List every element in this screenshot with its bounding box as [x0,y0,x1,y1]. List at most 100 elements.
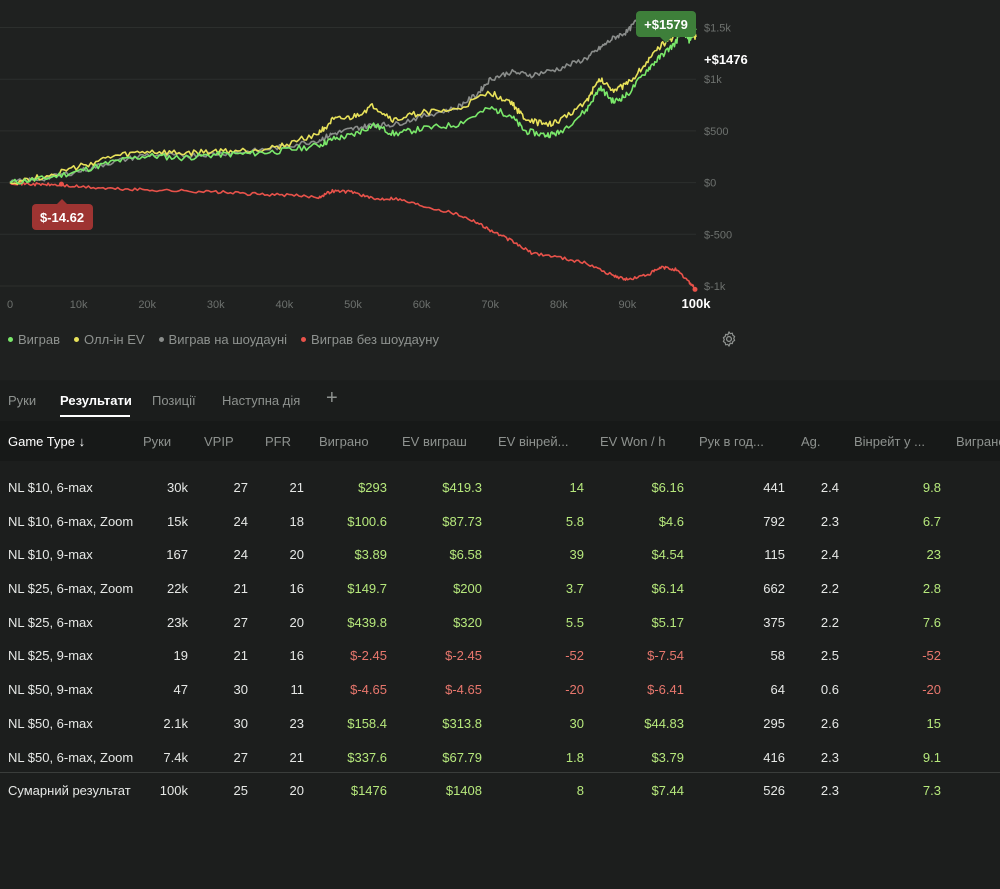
y-tick-label: $-1k [704,281,726,293]
table-cell: 7.6 [922,614,941,630]
cell-game-type: NL $50, 6-max [8,715,93,731]
table-cell: 30 [569,715,584,731]
column-header-ev-winrate[interactable]: EV вінрей... [498,434,569,449]
table-cell: 2.8 [922,581,941,597]
column-header-hands[interactable]: Руки [143,434,172,449]
column-header-won[interactable]: Виграно [319,434,369,449]
table-row[interactable]: NL $25, 6-max 23k 27 20 $439.8 $320 5.5 $5.17 37… [0,605,1000,639]
table-cell: 2.5 [820,648,839,664]
results-table-body: NL $10, 6-max 30k 27 21 $293 $419.3 14 $6.16 441… [0,470,1000,807]
table-cell: $419.3 [442,480,482,495]
column-header-ev-won[interactable]: EV виграш [402,434,467,449]
table-row[interactable]: NL $50, 6-max 2.1k 30 23 $158.4 $313.8 30 $44.8… [0,706,1000,740]
table-cell: $7.44 [651,783,684,799]
table-cell: $3.89 [354,547,387,563]
gear-icon[interactable] [720,330,738,348]
table-cell: 23 [289,715,304,731]
table-cell: 6.7 [922,513,941,529]
x-tick-label: 20k [138,299,156,311]
table-cell: 20 [289,614,304,630]
nonshowdown-end-marker [692,286,698,292]
table-cell: 9.1 [922,749,941,765]
table-row[interactable]: NL $50, 9-max 47 30 11 $-4.65 $-4.65 -20 $-6.41… [0,672,1000,706]
table-row[interactable]: NL $10, 6-max, Zoom 15k 24 18 $100.6 $87.73 5.… [0,504,1000,538]
column-header-vpip[interactable]: VPIP [204,434,234,449]
table-cell: 15 [926,715,941,731]
table-cell: 39 [569,547,584,563]
table-cell: $-6.41 [647,682,684,698]
table-cell: 3.7 [565,581,584,597]
table-cell: 19 [173,648,188,664]
table-cell: 27 [233,614,248,630]
column-header-winrate[interactable]: Вінрейт у ... [854,434,925,449]
table-cell: -20 [922,682,941,698]
table-total-row[interactable]: Сумарний результат 100k 25 20 $1476 $1408 8 $7.… [0,773,1000,807]
column-header-hands-per-hour[interactable]: Рук в год... [699,434,764,449]
table-cell: 27 [233,480,248,495]
legend-item-showdown[interactable]: Виграв на шоудауні [158,332,288,347]
legend-dot-won [8,337,13,342]
table-cell: $200 [453,581,482,597]
table-cell: 30 [233,715,248,731]
table-cell: -52 [565,648,584,664]
nonshowdown-callout-bg [32,204,93,230]
table-cell: 21 [233,648,248,664]
table-row[interactable]: NL $25, 9-max 19 21 16 $-2.45 $-2.45 -52 $-7.54… [0,638,1000,672]
nonshowdown-callout-pointer [56,199,68,205]
column-header-game-type[interactable]: Game Type ↓ [8,434,86,449]
table-cell: 21 [233,581,248,597]
table-cell: 27 [233,749,248,765]
tab-results[interactable]: Результати [60,393,132,408]
legend-item-allin-ev[interactable]: Олл-ін EV [74,332,145,347]
table-cell: 526 [763,783,785,799]
table-cell: 792 [763,513,785,529]
tab-hands[interactable]: Руки [8,393,37,408]
table-cell: 7.4k [163,749,188,765]
column-header-ev-won-per-hour[interactable]: EV Won / h [600,434,666,449]
add-tab-button[interactable]: + [326,387,338,409]
column-header-won-extra[interactable]: Виграно [956,434,1000,449]
table-cell: $337.6 [347,749,387,765]
cell-game-type: NL $25, 9-max [8,648,93,664]
active-tab-indicator [60,415,130,417]
x-tick-label: 30k [207,299,225,311]
tab-positions[interactable]: Позиції [152,393,196,408]
table-cell: $4.6 [658,513,684,529]
table-cell: 115 [764,547,785,563]
table-cell: 30 [233,682,248,698]
tab-next-action[interactable]: Наступна дія [222,393,301,408]
x-tick-label: 40k [276,299,294,311]
table-cell: $-2.45 [445,648,482,664]
table-cell: 2.6 [820,715,839,731]
x-tick-label: 0 [7,299,13,311]
chart-canvas: $1.5k $1k $500 $0 $-500 $-1k 0 10k 20k 30k 40k 50k 6… [0,11,748,311]
legend-item-won[interactable]: Виграв [8,332,60,347]
cell-game-type: NL $50, 9-max [8,682,93,698]
table-row[interactable]: NL $10, 9-max 167 24 20 $3.89 $6.58 39 $4.54 115… [0,537,1000,571]
table-row[interactable]: NL $10, 6-max 30k 27 21 $293 $419.3 14 $6.16 441… [0,470,1000,504]
legend-label: Виграв без шоудауну [311,332,439,347]
table-cell: 20 [289,783,304,799]
table-cell: 9.8 [922,480,941,495]
table-cell: 64 [770,682,785,698]
x-tick-label: 60k [413,299,431,311]
table-cell: 295 [763,715,785,731]
table-cell: 15k [167,513,188,529]
table-cell: $-2.45 [350,648,387,664]
column-header-aggression[interactable]: Ag. [801,434,821,449]
table-row[interactable]: NL $25, 6-max, Zoom 22k 21 16 $149.7 $200 3.7 $… [0,571,1000,605]
table-cell: -52 [922,648,941,664]
x-tick-label: 70k [481,299,499,311]
legend-label: Виграв на шоудауні [168,332,288,347]
legend-item-nonshowdown[interactable]: Виграв без шоудауну [301,332,439,347]
column-header-pfr[interactable]: PFR [265,434,291,449]
table-row[interactable]: NL $50, 6-max, Zoom 7.4k 27 21 $337.6 $67.79 1… [0,740,1000,774]
table-cell: 662 [763,581,785,597]
table-cell: 167 [166,547,188,563]
table-cell: $87.73 [442,513,482,529]
table-cell: 20 [289,547,304,563]
table-cell: $6.14 [651,581,684,597]
total-divider [0,772,1000,773]
table-cell: 375 [763,614,785,630]
cell-game-type: NL $10, 9-max [8,547,93,563]
